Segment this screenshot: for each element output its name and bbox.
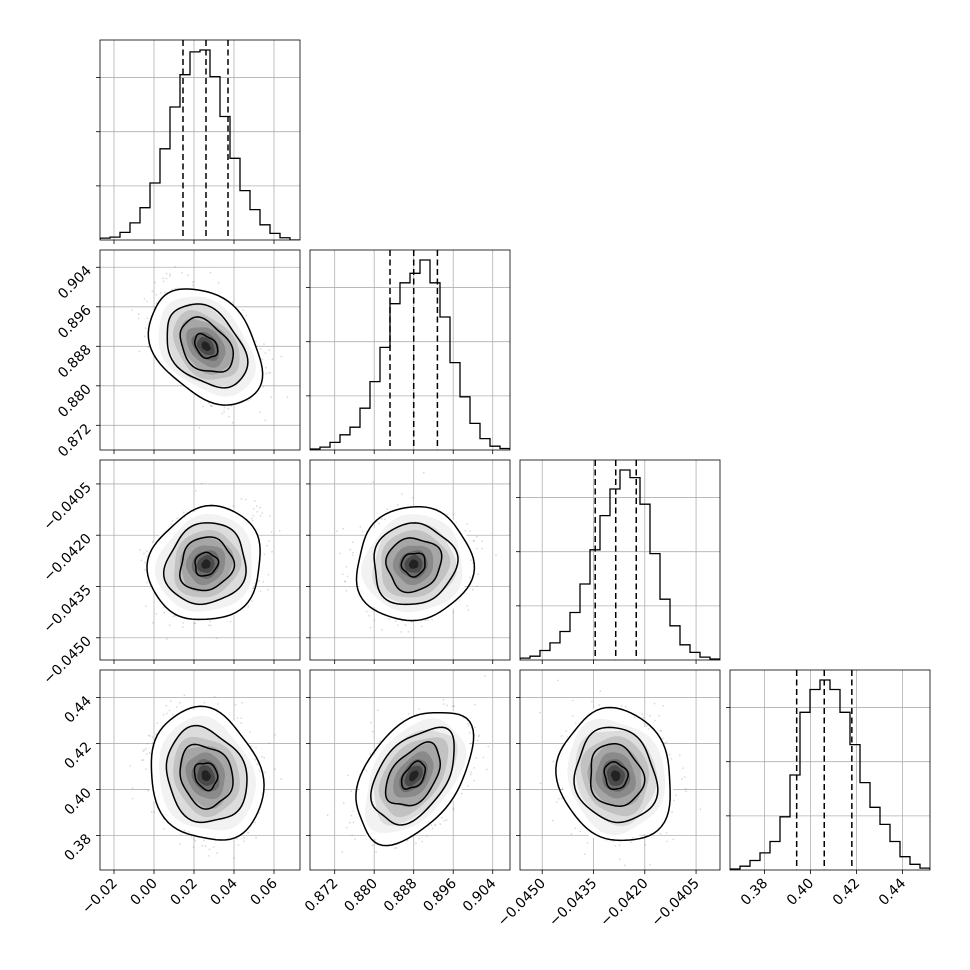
x-tick-label: 0.896 xyxy=(420,875,460,915)
x-tick-label: 0.02 xyxy=(167,876,200,909)
panel-2-0 xyxy=(96,459,301,664)
panel-1-0 xyxy=(96,249,301,454)
x-tick-label: 0.04 xyxy=(207,875,240,908)
contour-1 xyxy=(573,726,659,824)
x-tick-label: −0.02 xyxy=(79,876,121,918)
contour-2 xyxy=(179,316,235,373)
density-level xyxy=(201,559,211,569)
panel-frame xyxy=(99,39,301,241)
y-tick-label: 0.872 xyxy=(55,421,95,461)
panel-2-1 xyxy=(306,459,511,664)
x-tick-label: 0.888 xyxy=(381,876,421,916)
y-tick-label: 0.40 xyxy=(61,785,94,818)
contour-3 xyxy=(194,551,220,577)
contour-1 xyxy=(166,303,249,389)
panel-frame xyxy=(309,459,511,661)
contour-0 xyxy=(355,505,476,622)
x-tick-label: −0.0435 xyxy=(546,876,600,930)
x-tick-label: 0.44 xyxy=(876,875,909,908)
y-tick-label: 0.38 xyxy=(61,831,94,864)
contour-1 xyxy=(370,726,455,826)
histogram-0 xyxy=(100,49,300,240)
contour-2 xyxy=(385,537,443,594)
contour-2 xyxy=(179,743,234,810)
contour-0 xyxy=(147,288,264,406)
contour-1 xyxy=(162,522,247,606)
panel-1-1 xyxy=(306,249,511,454)
x-tick-label: −0.0405 xyxy=(649,876,703,930)
panel-3-2 xyxy=(516,669,721,874)
contour-2 xyxy=(179,536,236,592)
y-tick-label: −0.0420 xyxy=(41,531,95,585)
contour-3 xyxy=(400,760,427,790)
contour-2 xyxy=(589,743,646,807)
y-tick-label: 0.42 xyxy=(61,739,94,772)
density-level xyxy=(408,559,419,569)
panel-3-1 xyxy=(306,669,511,874)
x-tick-label: 0.06 xyxy=(247,875,280,908)
contour-3 xyxy=(603,760,629,791)
contour-0 xyxy=(355,711,475,847)
panel-frame xyxy=(729,669,931,871)
panel-frame xyxy=(309,249,511,451)
y-tick-label: −0.0435 xyxy=(41,582,95,636)
histogram-2 xyxy=(520,469,720,660)
contour-1 xyxy=(373,522,459,606)
x-tick-label: 0.40 xyxy=(784,876,817,909)
panel-frame xyxy=(519,459,721,661)
contour-0 xyxy=(146,504,261,621)
panel-3-0 xyxy=(96,669,301,874)
density-level xyxy=(201,770,211,782)
y-tick-label: 0.888 xyxy=(55,342,95,382)
panel-frame xyxy=(99,459,301,661)
y-tick-label: 0.44 xyxy=(61,693,94,726)
x-tick-label: 0.872 xyxy=(302,876,342,916)
y-tick-label: 0.896 xyxy=(55,302,95,342)
y-tick-label: 0.880 xyxy=(55,381,95,421)
contour-0 xyxy=(150,705,265,841)
x-tick-label: 0.00 xyxy=(127,876,160,909)
contour-3 xyxy=(193,762,219,792)
contour-0 xyxy=(555,706,671,842)
y-tick-label: 0.904 xyxy=(55,263,95,303)
histogram-1 xyxy=(310,259,510,450)
panel-0-0 xyxy=(96,39,301,244)
panel-frame xyxy=(99,669,301,871)
panel-2-2 xyxy=(516,459,721,664)
x-tick-label: 0.38 xyxy=(738,876,771,909)
density-level xyxy=(201,341,211,351)
x-tick-label: 0.880 xyxy=(341,876,381,916)
panel-3-3 xyxy=(726,669,931,874)
y-tick-label: −0.0450 xyxy=(41,633,95,687)
density-level xyxy=(409,770,419,782)
panel-frame xyxy=(309,669,511,871)
histogram-3 xyxy=(730,679,930,870)
y-tick-label: −0.0405 xyxy=(41,479,95,533)
x-tick-label: −0.0420 xyxy=(597,876,651,930)
contour-1 xyxy=(165,724,248,824)
x-tick-label: 0.904 xyxy=(460,875,500,915)
panel-frame xyxy=(99,249,301,451)
contour-3 xyxy=(193,332,219,360)
contour-3 xyxy=(400,552,426,578)
density-level xyxy=(610,770,621,782)
contour-2 xyxy=(384,741,442,807)
panel-frame xyxy=(519,669,721,871)
x-tick-label: −0.0450 xyxy=(495,876,549,930)
x-tick-label: 0.42 xyxy=(830,876,863,909)
